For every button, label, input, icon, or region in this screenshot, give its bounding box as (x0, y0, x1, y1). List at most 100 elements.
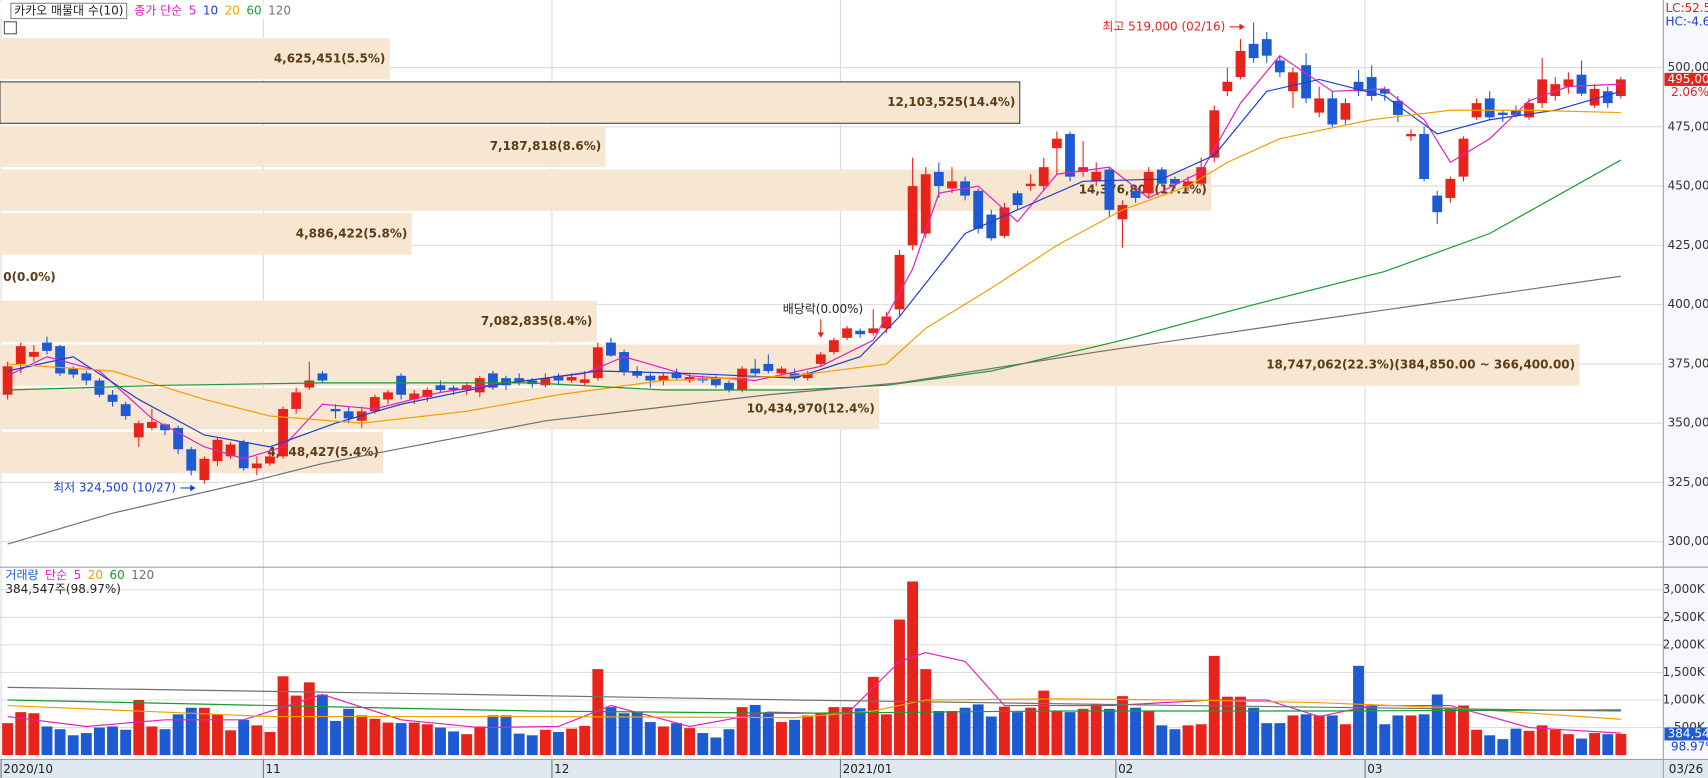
volume-bar (41, 726, 53, 756)
volume-bar (1012, 712, 1023, 756)
volume-bar (251, 725, 263, 756)
volume-bar (1117, 696, 1128, 756)
profile-bar (0, 300, 597, 343)
y-tick-label: 450,000 (1668, 179, 1708, 193)
volume-bar (1235, 696, 1246, 756)
volume-bar (1261, 723, 1273, 756)
legend-entry: 120 (268, 3, 291, 17)
volume-bar (198, 707, 210, 756)
volume-bar (539, 729, 551, 756)
candle-body (409, 393, 420, 400)
candle-body (815, 354, 826, 364)
volume-bar (644, 722, 656, 756)
volume-bar (487, 715, 499, 756)
volume-bar (815, 713, 827, 756)
candle-body (1445, 178, 1456, 198)
annotation-arrowhead (817, 332, 825, 338)
candle-body (81, 373, 92, 381)
candle-body (1038, 167, 1049, 187)
candle-body (199, 458, 210, 481)
volume-bar (461, 734, 473, 756)
volume-bar (1326, 715, 1338, 756)
volume-bar (671, 723, 682, 756)
volume-bar (316, 694, 328, 756)
volume-bar (553, 731, 564, 756)
volume-bar (513, 733, 525, 756)
candle-body (265, 456, 275, 464)
volume-bar (854, 708, 866, 756)
volume-ma-line (7, 699, 1621, 714)
candle-body (474, 378, 485, 393)
volume-bar (120, 729, 132, 756)
candle-body (1419, 133, 1430, 179)
candle-body (330, 408, 341, 412)
last-price-box (1664, 72, 1708, 86)
volume-bar (1471, 729, 1483, 756)
volume-bar (1458, 705, 1469, 756)
volume-bar (330, 720, 341, 756)
candle-body (1563, 79, 1574, 87)
candle-body (750, 368, 761, 374)
volume-bar (1484, 735, 1496, 756)
volume-ma-line (7, 686, 1621, 712)
volume-bar (1274, 723, 1286, 756)
y-tick-label: 400,000 (1668, 297, 1708, 311)
candle-body (1051, 138, 1062, 149)
y-tick-label: 375,000 (1668, 356, 1708, 370)
y-tick-label: 475,000 (1668, 119, 1708, 133)
volume-bar (907, 581, 919, 756)
candle-body (133, 423, 144, 438)
volume-bar (1536, 725, 1548, 756)
volume-bar (1510, 728, 1522, 756)
annotation-high: 최고 519,000 (02/16) (1102, 19, 1225, 33)
volume-bar (421, 724, 433, 756)
candle-body (396, 375, 406, 395)
price-ma-line (7, 78, 1622, 448)
volume-bar (1051, 711, 1063, 756)
last-volume-label: 384,547 (1668, 726, 1708, 740)
candle-body (645, 375, 656, 381)
candle-body (566, 376, 577, 381)
candle-body (986, 214, 997, 239)
volume-bar (1248, 707, 1260, 756)
settings-icon[interactable] (3, 21, 17, 35)
volume-bar (1077, 708, 1089, 756)
candle-body (1327, 98, 1338, 125)
last-price-label: 495,000 (1668, 72, 1708, 86)
volume-bar (1221, 696, 1233, 756)
profile-label: 4,625,451(5.5%) (274, 51, 386, 65)
legend-entry: 5 (74, 568, 82, 582)
candle-body (317, 373, 328, 381)
volume-bar (1300, 714, 1312, 756)
profile-bar (0, 38, 390, 80)
x-tick-label: 02 (1118, 762, 1133, 776)
annotation-dividend: 배당락(0.00%) (783, 302, 863, 316)
price-ma-line (7, 275, 1621, 545)
candle-body (1314, 98, 1325, 113)
volume-bar (972, 704, 984, 756)
candle-body (1156, 169, 1167, 184)
volume-bar (408, 722, 420, 756)
volume-bar (526, 735, 538, 756)
volume-bar (894, 619, 905, 756)
volume-bar (828, 707, 840, 756)
volume-bar (1313, 715, 1325, 756)
x-tick-label: 12 (554, 762, 569, 776)
candle-body (160, 424, 170, 431)
volume-bar (1090, 703, 1102, 756)
volume-bar (697, 733, 709, 756)
y2-tick-label: 2,000K (1663, 637, 1706, 651)
volume-bar (225, 730, 237, 756)
candle-body (1537, 79, 1548, 104)
candle-body (120, 404, 131, 417)
candle-body (1589, 88, 1600, 106)
candle-body (606, 342, 616, 356)
legend-label: 단순 (45, 568, 67, 582)
volume-bar (998, 706, 1010, 756)
profile-bar (0, 213, 412, 255)
volume-bar (1156, 725, 1168, 756)
candle-body (842, 328, 852, 338)
volume-bar (448, 731, 460, 756)
profile-label: 4,548,427(5.4%) (267, 445, 379, 459)
